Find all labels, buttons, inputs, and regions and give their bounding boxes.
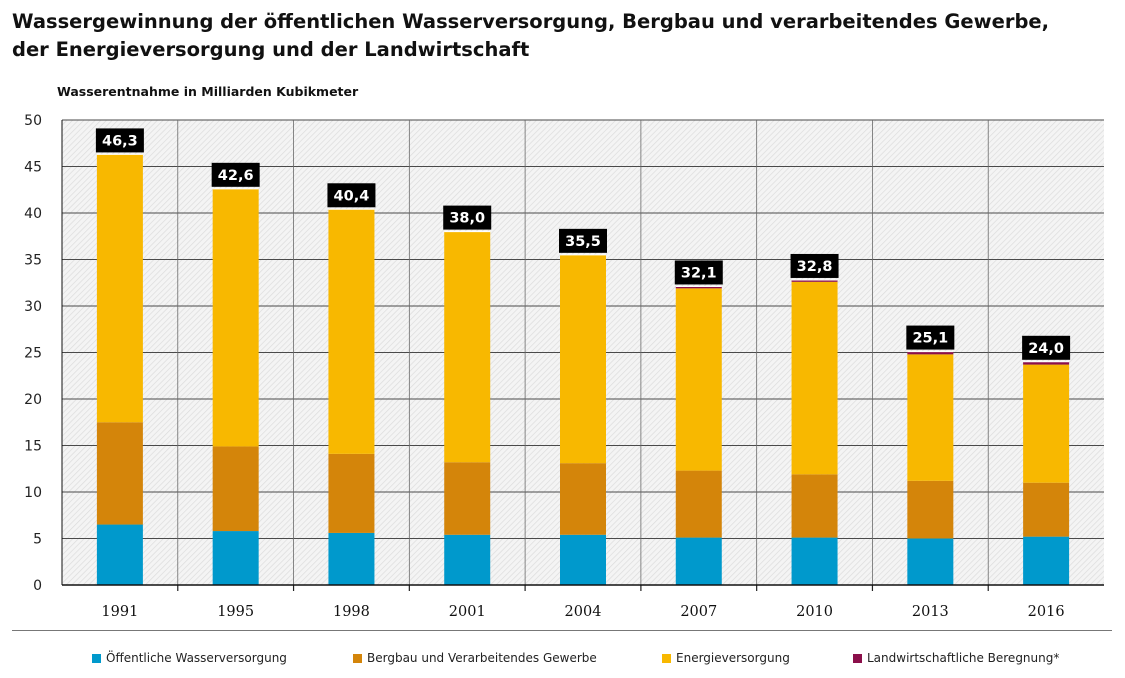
total-label: 40,4 (334, 188, 370, 204)
legend-swatch (662, 653, 671, 663)
bar-segment (791, 474, 838, 538)
total-label: 32,8 (797, 259, 833, 275)
total-label-box (95, 128, 144, 153)
bar-segment (212, 188, 259, 447)
legend-item: Bergbau und Verarbeitendes Gewerbe (353, 651, 597, 665)
bar-segment (907, 351, 954, 355)
legend-item: Öffentliche Wasserversorgung (92, 651, 287, 665)
x-tick-label: 2016 (1028, 604, 1065, 620)
y-axis-title: Wasserentnahme in Milliarden Kubikmeter (57, 84, 359, 99)
bar-segment (96, 154, 143, 423)
y-tick-label: 25 (24, 346, 42, 362)
total-label-box (211, 162, 260, 187)
y-tick-label: 10 (24, 485, 42, 501)
x-tick-label: 2007 (680, 604, 717, 620)
bar-segment (907, 538, 954, 585)
bar-segment (444, 534, 491, 585)
total-label: 25,1 (912, 331, 948, 347)
y-tick-label: 35 (24, 253, 42, 269)
legend-label: Bergbau und Verarbeitendes Gewerbe (367, 651, 597, 665)
total-label-box (906, 325, 955, 350)
bar-segment (907, 480, 954, 539)
x-tick-label: 2004 (565, 604, 602, 620)
bar-segment (1023, 364, 1070, 483)
bar-segment (675, 537, 722, 585)
y-tick-label: 5 (33, 532, 42, 548)
legend-separator (12, 630, 1112, 631)
bar-segment (328, 453, 375, 533)
bars (96, 153, 1070, 585)
chart-title: Wassergewinnung der öffentlichen Wasserv… (12, 8, 1112, 64)
total-label-box (674, 260, 723, 285)
x-tick-label: 1998 (333, 604, 370, 620)
legend: Öffentliche Wasserversorgung Bergbau und … (0, 651, 1125, 671)
axes: 0 5 10 15 20 25 30 35 40 45 50 1991 1995 1998 2001 2004… (24, 113, 1104, 620)
bar-segment (1023, 536, 1070, 585)
legend-swatch (92, 653, 101, 663)
bar-segment (444, 231, 491, 463)
bar-segment (560, 254, 606, 464)
total-label-box (559, 228, 607, 253)
y-tick-label: 20 (24, 392, 42, 408)
legend-item: Energieversorgung (662, 651, 790, 665)
total-label: 46,3 (102, 133, 138, 149)
legend-swatch (353, 653, 362, 663)
stacked-bar-chart: 0 5 10 15 20 25 30 35 40 45 50 1991 1995 1998 2001 2004… (24, 113, 1104, 620)
total-label-box (790, 253, 839, 278)
x-tick-label: 2013 (912, 604, 949, 620)
bar-segment (328, 209, 375, 454)
bar-segment (1023, 361, 1070, 365)
total-label: 38,0 (449, 211, 485, 227)
bar-segment (212, 446, 259, 532)
bar-segment (96, 524, 143, 585)
x-tick-label: 2001 (449, 604, 486, 620)
bar-segment (328, 532, 375, 585)
total-label-box (1022, 335, 1071, 360)
bar-segment (96, 422, 143, 525)
bar-segment (444, 462, 491, 535)
bar-segment (675, 288, 722, 471)
bar-segment (791, 537, 838, 585)
chart-title-line2: der Energieversorgung und der Landwirtsc… (12, 38, 530, 61)
bar-segment (560, 534, 606, 585)
total-label: 35,5 (565, 234, 601, 250)
bar-segment (791, 281, 838, 475)
total-labels: 46,3 42,6 40,4 38,0 35,5 32,1 32,8 25,1 24,0 (95, 128, 1071, 360)
legend-item: Landwirtschaftliche Beregnung* (853, 651, 1059, 665)
bar-segment (675, 286, 722, 289)
total-label-box (327, 183, 376, 208)
total-label: 42,6 (218, 168, 254, 184)
x-tick-label: 1995 (217, 604, 254, 620)
y-tick-label: 0 (33, 578, 42, 594)
y-tick-label: 45 (24, 160, 42, 176)
x-tick-label: 2010 (796, 604, 833, 620)
y-tick-label: 30 (24, 299, 42, 315)
bar-segment (212, 531, 259, 585)
legend-label: Öffentliche Wasserversorgung (106, 651, 287, 665)
legend-label: Landwirtschaftliche Beregnung* (867, 651, 1060, 665)
y-tick-label: 50 (24, 113, 42, 129)
y-tick-label: 15 (24, 439, 42, 455)
legend-swatch (853, 653, 862, 663)
total-label-box (443, 205, 492, 230)
bar-segment (907, 354, 954, 481)
y-tick-label: 40 (24, 206, 42, 222)
bar-segment (675, 470, 722, 538)
bar-segment (1023, 482, 1070, 537)
bar-segment (560, 463, 606, 535)
chart-title-line1: Wassergewinnung der öffentlichen Wasserv… (12, 10, 1050, 33)
legend-label: Energieversorgung (676, 651, 790, 665)
bar-segment (791, 279, 838, 282)
x-tick-label: 1991 (101, 604, 138, 620)
total-label: 32,1 (681, 265, 717, 281)
total-label: 24,0 (1028, 341, 1064, 357)
